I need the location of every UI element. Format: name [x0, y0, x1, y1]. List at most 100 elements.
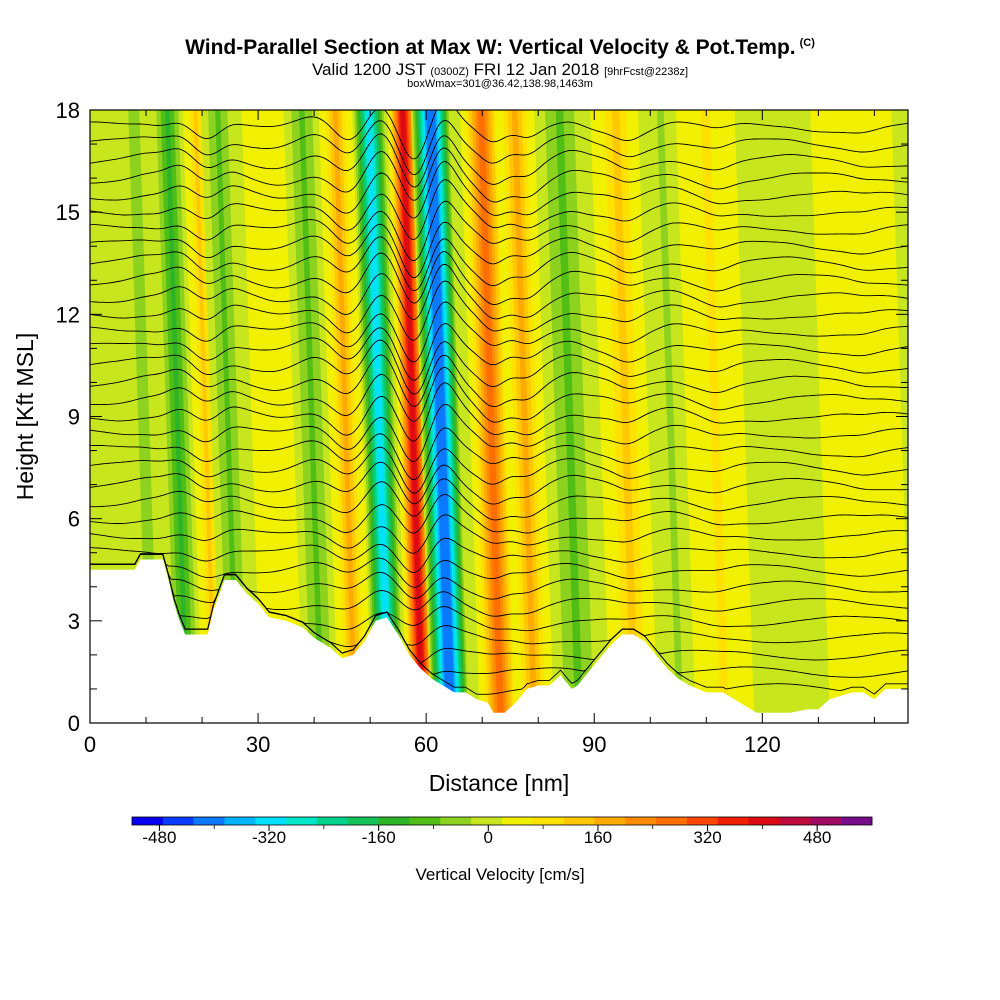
w-band — [555, 110, 584, 723]
colorbar-tick-label: -160 — [362, 828, 396, 847]
y-tick-label: 3 — [68, 609, 80, 634]
colorbar-swatch — [748, 817, 780, 825]
w-band — [400, 110, 425, 723]
w-band — [332, 110, 358, 723]
isentrope — [90, 553, 908, 600]
w-band — [366, 110, 392, 723]
colorbar-tick-label: 0 — [484, 828, 493, 847]
isentrope — [90, 446, 908, 494]
colorbar-swatch — [779, 817, 811, 825]
w-band — [772, 110, 804, 723]
isentrope — [90, 110, 908, 160]
colorbar-swatch — [656, 817, 688, 825]
isentrope — [90, 221, 908, 279]
isentrope — [90, 427, 908, 480]
colorbar-swatch — [440, 817, 472, 825]
colorbar-swatch — [409, 817, 441, 825]
colorbar-swatch — [625, 817, 657, 825]
isentrope — [90, 478, 908, 521]
w-band — [477, 110, 504, 723]
y-tick-label: 18 — [56, 98, 80, 123]
isentrope — [90, 133, 908, 188]
colorbar-swatch — [317, 817, 349, 825]
w-band — [656, 110, 684, 723]
isentrope — [90, 354, 908, 408]
isentrope — [90, 514, 908, 554]
colorbar-swatch — [132, 817, 164, 825]
colorbar-swatch — [347, 817, 379, 825]
colorbar-tick-label: 320 — [693, 828, 721, 847]
w-band — [215, 110, 240, 723]
colorbar-tick-label: -480 — [142, 828, 176, 847]
isentrope — [90, 179, 908, 240]
colorbar-tick-label: 160 — [584, 828, 612, 847]
pot-temp-contours — [90, 110, 908, 695]
colorbar-swatch — [563, 817, 595, 825]
isentrope — [90, 251, 908, 305]
chart-title: Wind-Parallel Section at Max W: Vertical… — [185, 36, 815, 59]
valid-date: FRI 12 Jan 2018 — [473, 60, 600, 79]
isentrope — [90, 537, 908, 573]
x-tick-label: 30 — [246, 732, 270, 757]
y-tick-label: 6 — [68, 507, 80, 532]
y-tick-label: 9 — [68, 405, 80, 430]
isentrope — [90, 553, 908, 588]
isentrope — [90, 382, 908, 442]
x-axis-label: Distance [nm] — [429, 770, 570, 796]
w-band — [165, 110, 190, 723]
colorbar-swatch — [594, 817, 626, 825]
colorbar-swatch — [162, 817, 194, 825]
axes: 0 30 60 90 120 0 3 6 9 12 15 18 Distance [nm] Height … — [12, 98, 908, 796]
colorbar-swatch — [502, 817, 534, 825]
isentrope — [90, 323, 908, 381]
chart-subtitle: Valid 1200 JST (0300Z) FRI 12 Jan 2018 [… — [0, 60, 1000, 80]
colorbar-swatch — [255, 817, 287, 825]
y-tick-label: 12 — [56, 302, 80, 327]
colorbar-swatch — [841, 817, 873, 825]
x-tick-label: 60 — [414, 732, 438, 757]
terrain-mask — [90, 559, 908, 723]
box-info: boxWmax=301@36.42,138.98,1463m — [407, 78, 593, 90]
isentrope — [90, 461, 908, 505]
colorbar-swatch — [717, 817, 749, 825]
x-tick-label: 120 — [744, 732, 781, 757]
colorbar-swatch — [224, 817, 256, 825]
colorbar-swatch — [193, 817, 225, 825]
w-band — [299, 110, 325, 723]
isentrope — [90, 161, 908, 219]
valid-utc: (0300Z) — [430, 66, 469, 78]
colorbar-border — [131, 816, 873, 826]
w-band — [193, 110, 217, 723]
colorbar: -480 -320 -160 0 160 320 480 Vertical Velocity … — [131, 816, 873, 884]
isentrope — [90, 301, 908, 363]
colorbar-swatch — [471, 817, 503, 825]
w-band — [700, 110, 730, 723]
isentrope — [90, 367, 908, 423]
chart-title-tag: (C) — [799, 37, 815, 49]
w-band — [844, 110, 877, 723]
colorbar-swatch — [810, 817, 842, 825]
isentrope — [90, 236, 908, 292]
colorbar-swatch — [687, 817, 719, 825]
colorbar-tick-label: -320 — [252, 828, 286, 847]
isentrope — [90, 120, 908, 176]
colorbar-title: Vertical Velocity [cm/s] — [415, 865, 584, 884]
isentrope — [90, 494, 908, 534]
y-tick-label: 0 — [68, 711, 80, 736]
w-band — [511, 110, 538, 723]
isentrope — [90, 263, 908, 320]
isentrope — [90, 339, 908, 395]
y-axis-label: Height [Kft MSL] — [12, 333, 38, 500]
w-band — [611, 110, 640, 723]
colorbar-swatch — [378, 817, 410, 825]
valid-fcst: [9hrFcst@2238z] — [604, 66, 689, 78]
colorbar-tick-label: 480 — [803, 828, 831, 847]
x-tick-label: 90 — [582, 732, 606, 757]
x-tick-label: 0 — [84, 732, 96, 757]
isentrope — [90, 280, 908, 341]
isentrope — [90, 403, 908, 462]
terrain — [90, 559, 908, 723]
valid-main: Valid 1200 JST — [311, 60, 426, 79]
y-tick-label: 15 — [56, 200, 80, 225]
